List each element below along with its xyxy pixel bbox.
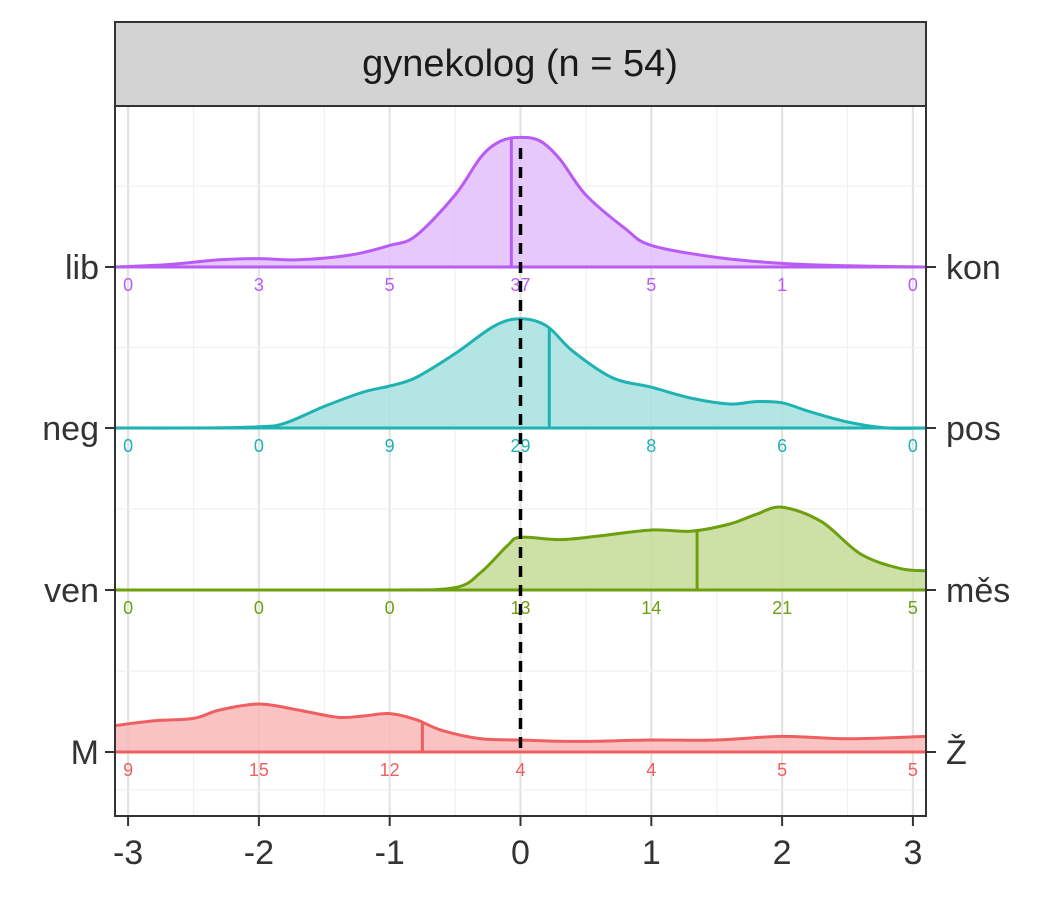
x-tick-label: 2 [773,834,792,872]
strip-header [114,21,927,107]
count-label: 3 [254,275,264,295]
count-label: 29 [510,436,530,456]
right-axis-label: kon [946,249,1001,287]
count-label: 1 [777,275,787,295]
count-label: 5 [777,760,787,780]
density-line [114,702,927,743]
count-label: 4 [646,760,656,780]
count-label: 0 [254,436,264,456]
left-axis-label: M [71,734,99,772]
count-label: 0 [254,598,264,618]
count-label: 5 [646,275,656,295]
x-tick-label: 0 [511,834,530,872]
ridge-M: 9 15 12 4 4 5 5 [114,702,927,780]
density-area [115,318,926,429]
count-label: 5 [908,598,918,618]
count-label: 12 [380,760,400,780]
density-line [114,135,927,269]
count-label: 6 [777,436,787,456]
chart-title: gynekolog (n = 54) [362,43,678,85]
x-tick-label: -2 [244,834,274,872]
ridge-neg: 0 0 9 29 8 6 0 [114,317,927,456]
count-label: 0 [908,275,918,295]
count-label: 14 [641,598,661,618]
count-label: 0 [385,598,395,618]
density-area [115,137,926,267]
right-axis-label: měs [946,572,1010,610]
count-label: 5 [385,275,395,295]
right-axis-label: Ž [946,734,967,772]
count-label: 21 [772,598,792,618]
count-label: 8 [646,436,656,456]
count-label: 15 [249,760,269,780]
count-label: 0 [123,275,133,295]
right-axis-label: pos [946,410,1001,448]
count-label: 9 [385,436,395,456]
count-label: 0 [123,436,133,456]
left-axis-label: lib [65,249,99,287]
left-axis-label: neg [42,410,99,448]
count-label: 4 [515,760,525,780]
count-label: 9 [123,760,133,780]
x-tick-label: 1 [642,834,661,872]
x-tick-label: -3 [113,834,143,872]
density-line [114,317,927,430]
x-tick-label: -1 [375,834,405,872]
count-label: 0 [123,598,133,618]
count-label: 0 [908,436,918,456]
x-tick-label: 3 [903,834,922,872]
count-label: 5 [908,760,918,780]
left-axis-label: ven [44,572,99,610]
